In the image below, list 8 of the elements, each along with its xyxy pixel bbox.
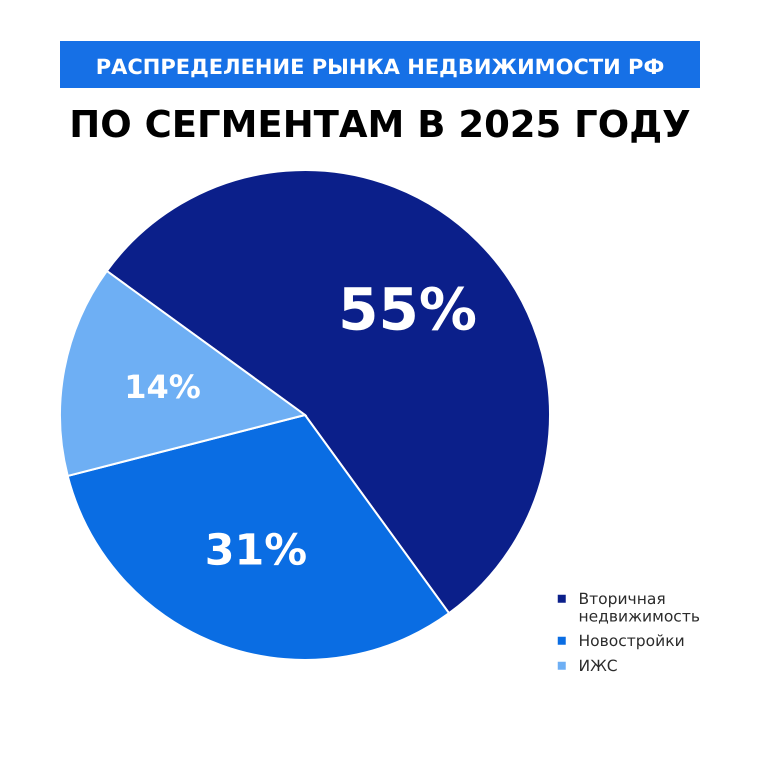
data-label: 14%	[124, 368, 201, 406]
data-label: 55%	[338, 275, 477, 344]
chart-title: РАСПРЕДЕЛЕНИЕ РЫНКА НЕДВИЖИМОСТИ РФ	[96, 55, 664, 79]
legend-label: Новостройки	[578, 632, 685, 650]
legend-label: ИЖС	[578, 656, 618, 675]
chart-subtitle: ПО СЕГМЕНТАМ В 2025 ГОДУ	[69, 103, 691, 146]
legend-label: Вторичная недвижимость	[578, 590, 700, 626]
data-label: 31%	[204, 525, 308, 576]
